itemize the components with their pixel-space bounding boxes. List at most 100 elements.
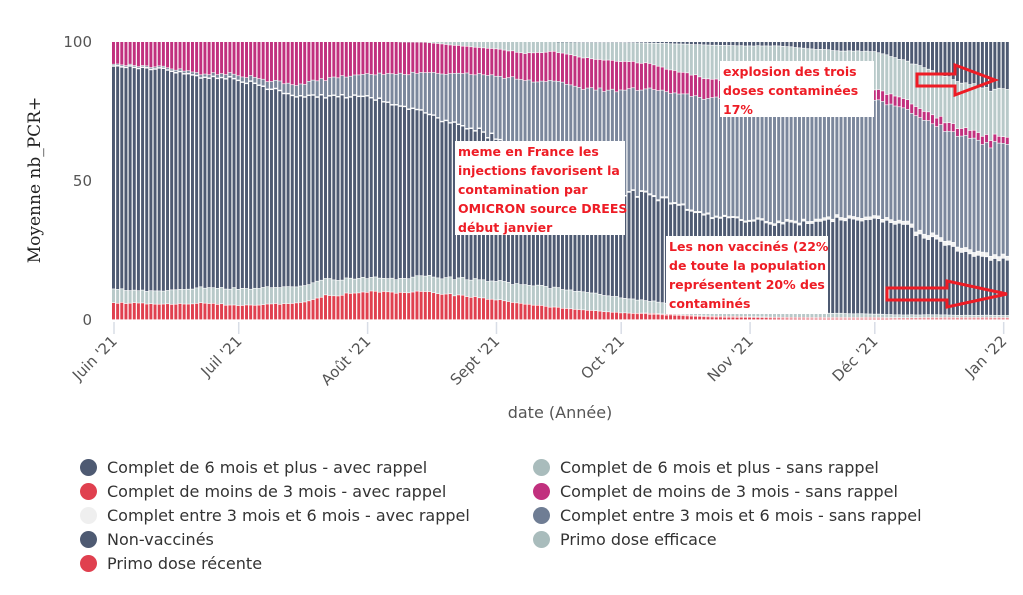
bar-segment	[893, 42, 897, 58]
day-bar	[1001, 42, 1005, 320]
bar-segment	[369, 291, 373, 320]
bar-segment	[714, 45, 718, 79]
bar-segment	[656, 66, 660, 91]
bar-segment	[590, 88, 594, 183]
bar-segment	[897, 107, 901, 220]
day-bar	[145, 42, 149, 320]
legend-item[interactable]: Non-vaccinés	[80, 527, 470, 551]
bar-segment	[128, 42, 132, 64]
bar-segment	[328, 96, 332, 279]
bar-segment	[935, 42, 939, 73]
legend-item[interactable]: Complet entre 3 mois et 6 mois - sans ra…	[533, 503, 922, 527]
bar-segment	[615, 312, 619, 320]
bar-segment	[935, 317, 939, 319]
bar-segment	[760, 318, 764, 320]
bar-segment	[623, 61, 627, 90]
bar-segment	[519, 53, 523, 80]
bar-segment	[590, 293, 594, 311]
bar-segment	[847, 314, 851, 318]
bar-segment	[677, 42, 681, 44]
bar-segment	[469, 42, 473, 47]
bar-segment	[365, 278, 369, 293]
bar-segment	[353, 279, 357, 293]
bar-segment	[523, 284, 527, 304]
bar-segment	[502, 281, 506, 301]
bar-segment	[931, 115, 934, 124]
bar-segment	[382, 42, 386, 75]
bar-segment	[648, 63, 652, 88]
bar-segment	[876, 42, 880, 53]
day-bar	[132, 42, 136, 320]
bar-segment	[718, 42, 722, 46]
bar-segment	[577, 57, 581, 88]
bar-segment	[120, 42, 124, 65]
bar-segment	[814, 318, 818, 320]
legend-item[interactable]: Primo dose efficace	[533, 527, 922, 551]
bar-segment	[756, 218, 760, 220]
bar-segment	[565, 42, 569, 54]
bar-segment	[627, 61, 631, 89]
bar-segment	[473, 47, 477, 75]
bar-segment	[785, 100, 789, 219]
bar-segment	[739, 42, 743, 46]
bar-segment	[294, 85, 298, 97]
legend-item[interactable]: Complet de moins de 3 mois - sans rappel	[533, 479, 922, 503]
bar-segment	[569, 55, 573, 85]
bar-segment	[457, 278, 461, 295]
bar-segment	[286, 42, 290, 83]
bar-segment	[157, 68, 161, 291]
legend-item[interactable]: Complet de moins de 3 mois - avec rappel	[80, 479, 470, 503]
bar-segment	[602, 91, 606, 188]
legend-item[interactable]: Complet de 6 mois et plus - sans rappel	[533, 455, 922, 479]
bar-segment	[257, 85, 261, 289]
bar-segment	[922, 67, 926, 112]
day-bar	[648, 42, 652, 320]
bar-segment	[702, 99, 706, 214]
day-bar	[245, 42, 248, 320]
bar-segment	[910, 227, 914, 315]
bar-segment	[931, 124, 934, 233]
bar-segment	[906, 221, 910, 225]
bar-segment	[340, 295, 344, 320]
bar-segment	[544, 52, 548, 82]
bar-segment	[993, 141, 997, 255]
bar-segment	[236, 42, 240, 76]
bar-segment	[482, 298, 485, 320]
day-bar	[427, 42, 431, 320]
x-tick-label: Nov '21	[704, 332, 757, 385]
day-bar	[128, 42, 132, 320]
bar-segment	[806, 42, 810, 49]
bar-segment	[639, 43, 643, 64]
bar-segment	[120, 302, 124, 320]
day-bar	[120, 42, 124, 320]
bar-segment	[673, 70, 677, 93]
bar-segment	[498, 49, 502, 77]
bar-segment	[714, 97, 718, 216]
bar-segment	[511, 42, 515, 51]
bar-segment	[943, 317, 947, 319]
bar-segment	[186, 74, 190, 289]
bar-segment	[735, 317, 739, 320]
bar-segment	[527, 285, 531, 304]
legend-label: Complet de 6 mois et plus - sans rappel	[560, 457, 879, 477]
legend-item[interactable]: Complet entre 3 mois et 6 mois - avec ra…	[80, 503, 470, 527]
bar-segment	[411, 109, 415, 277]
bar-segment	[939, 73, 943, 116]
bar-segment	[694, 42, 697, 45]
bar-segment	[839, 318, 843, 320]
bar-segment	[423, 291, 427, 320]
legend-item[interactable]: Complet de 6 mois et plus - avec rappel	[80, 455, 470, 479]
bar-segment	[552, 81, 556, 165]
bar-segment	[203, 77, 207, 288]
bar-segment	[972, 138, 976, 253]
bar-segment	[669, 203, 673, 204]
bar-segment	[174, 304, 178, 320]
legend-item[interactable]: Primo dose récente	[80, 551, 470, 575]
bar-segment	[648, 193, 652, 195]
bar-segment	[444, 74, 448, 120]
bar-segment	[777, 42, 781, 46]
bar-segment	[939, 315, 943, 318]
bar-segment	[170, 69, 174, 71]
legend-label: Non-vaccinés	[107, 529, 214, 549]
bar-segment	[926, 239, 930, 315]
